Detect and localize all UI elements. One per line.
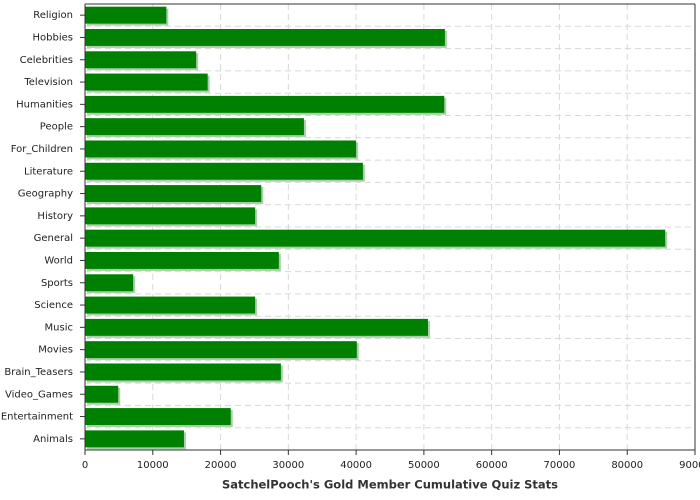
bar	[85, 28, 445, 46]
y-tick-label: Animals	[33, 434, 73, 445]
x-tick-label: 40000	[340, 460, 372, 471]
y-tick-label: Celebrities	[20, 55, 73, 66]
x-tick-label: 20000	[205, 460, 237, 471]
x-tick-label: 30000	[272, 460, 304, 471]
y-tick-label: World	[44, 255, 73, 266]
x-tick-label: 60000	[476, 460, 508, 471]
bar	[85, 95, 445, 113]
bar	[85, 430, 184, 448]
bar	[85, 51, 197, 69]
x-tick-label: 90000	[679, 460, 700, 471]
bar	[85, 73, 208, 91]
y-tick-label: Geography	[18, 189, 73, 200]
x-tick-label: 80000	[611, 460, 643, 471]
bar	[85, 274, 134, 292]
bar	[85, 363, 281, 381]
y-tick-label: People	[40, 122, 73, 133]
y-tick-label: Sports	[41, 278, 73, 289]
x-tick-label: 50000	[408, 460, 440, 471]
bar	[85, 207, 256, 225]
bar	[85, 6, 167, 24]
y-tick-label: Literature	[24, 166, 73, 177]
y-tick-label: Music	[45, 322, 73, 333]
y-tick-label: Religion	[33, 10, 73, 21]
y-tick-label: Video_Games	[5, 389, 73, 400]
bar	[85, 341, 357, 359]
bar	[85, 162, 363, 180]
y-tick-label: Hobbies	[33, 32, 73, 43]
bar	[85, 296, 256, 314]
y-tick-label: For_Children	[11, 144, 73, 155]
x-tick-label: 0	[82, 460, 88, 471]
y-tick-label: History	[37, 211, 73, 222]
y-tick-label: Brain_Teasers	[4, 367, 73, 378]
x-tick-label: 10000	[137, 460, 169, 471]
chart-title: SatchelPooch's Gold Member Cumulative Qu…	[222, 478, 558, 492]
y-tick-label: General	[34, 233, 73, 244]
y-tick-label: Movies	[38, 345, 73, 356]
bar	[85, 408, 231, 426]
y-tick-label: Science	[34, 300, 73, 311]
y-tick-label: Humanities	[16, 99, 73, 110]
bar	[85, 318, 428, 336]
bar	[85, 185, 262, 203]
y-tick-label: Television	[23, 77, 73, 88]
x-tick-label: 70000	[544, 460, 576, 471]
bar	[85, 385, 119, 403]
bar	[85, 140, 357, 158]
y-tick-label: Entertainment	[1, 412, 73, 423]
bar	[85, 118, 304, 136]
bar	[85, 229, 666, 247]
bar	[85, 251, 279, 269]
